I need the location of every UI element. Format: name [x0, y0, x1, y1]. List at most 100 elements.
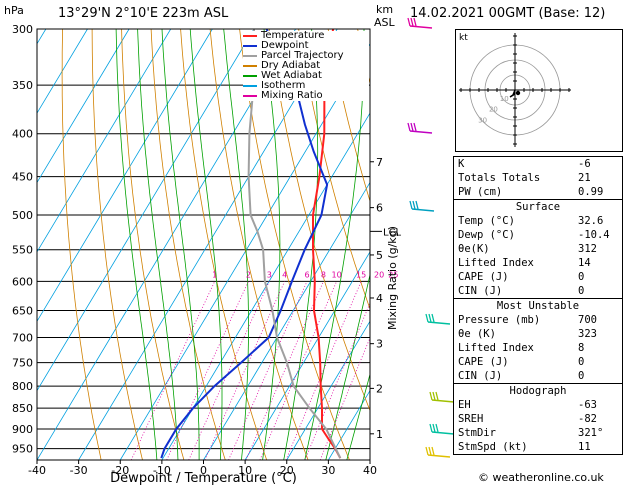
dry-adiabat-line — [150, 29, 226, 460]
most-unstable-key: Lifted Index — [458, 342, 534, 354]
mixing-ratio-label: 8 — [321, 270, 326, 279]
pressure-tick-label: 900 — [12, 423, 33, 436]
surface-key: Lifted Index — [458, 257, 534, 269]
km-tick-label: 1 — [376, 428, 383, 441]
temperature-tick-label: -40 — [28, 464, 46, 477]
most-unstable-key: Pressure (mb) — [458, 314, 541, 326]
pressure-tick-label: 850 — [12, 402, 33, 415]
mixing-ratio-label: 6 — [304, 270, 309, 279]
legend-swatch — [243, 85, 257, 87]
isotherm-line — [37, 29, 130, 184]
most-unstable-value: 0 — [578, 370, 585, 382]
most-unstable-value: 323 — [578, 328, 597, 340]
dry-adiabat-line — [623, 29, 629, 460]
most-unstable-title: Most Unstable — [454, 298, 622, 313]
mixing-ratio-label: 20 — [374, 270, 384, 279]
surface-value: 312 — [578, 243, 597, 255]
km-tick-label: 5 — [376, 249, 383, 262]
mixing-ratio-line — [304, 302, 370, 460]
most-unstable-row: Lifted Index 8 — [454, 341, 622, 355]
hodograph-params-title: Hodograph — [454, 383, 622, 398]
most-unstable-row: Pressure (mb) 700 — [454, 313, 622, 327]
legend-item: Temperature — [243, 31, 369, 41]
temperature-tick-label: 0 — [200, 464, 207, 477]
pressure-tick-label: 500 — [12, 209, 33, 222]
temperature-tick-label: -10 — [153, 464, 171, 477]
pressure-tick-label: 350 — [12, 79, 33, 92]
temperature-tick-label: 10 — [238, 464, 252, 477]
dry-adiabat-line — [239, 29, 350, 460]
pressure-tick-label: 650 — [12, 305, 33, 318]
dry-adiabat-line — [327, 29, 370, 203]
hodograph-param-value: -63 — [578, 399, 597, 411]
hodograph-param-row: StmSpd (kt) 11 — [454, 440, 622, 454]
legend-item: Wet Adiabat — [243, 71, 369, 81]
profile-parcel-trajectory — [247, 29, 342, 459]
mixing-ratio-label: 2 — [246, 270, 251, 279]
legend-item: Isotherm — [243, 81, 369, 91]
legend-label: Dry Adiabat — [261, 60, 321, 71]
hodograph-ring-label: 30 — [478, 116, 487, 124]
wet-adiabat-line — [223, 29, 249, 460]
legend-item: Dewpoint — [243, 41, 369, 51]
hodograph-param-key: StmDir — [458, 427, 496, 439]
km-tick-label: 3 — [376, 338, 383, 351]
most-unstable-key: CAPE (J) — [458, 356, 509, 368]
hodograph-param-row: EH -63 — [454, 398, 622, 412]
wet-adiabat-line — [137, 29, 179, 460]
legend-item: Dry Adiabat — [243, 61, 369, 71]
surface-title: Surface — [454, 199, 622, 214]
most-unstable-row: θe (K) 323 — [454, 327, 622, 341]
mixing-ratio-line — [285, 281, 362, 460]
mixing-ratio-label: 4 — [282, 270, 287, 279]
legend-label: Isotherm — [261, 80, 306, 91]
legend-swatch — [243, 95, 257, 97]
legend-swatch — [243, 55, 257, 57]
hodograph-trace — [509, 89, 516, 98]
index-value: -6 — [578, 158, 591, 170]
legend-label: Wet Adiabat — [261, 70, 322, 81]
most-unstable-row: CIN (J) 0 — [454, 369, 622, 383]
dry-adiabat-line — [61, 29, 102, 460]
isotherm-line — [37, 29, 88, 114]
temperature-tick-label: 40 — [363, 464, 377, 477]
temperature-tick-label: -20 — [111, 464, 129, 477]
wind-barb-icon — [425, 313, 451, 325]
surface-value: 32.6 — [578, 215, 604, 227]
mixing-ratio-line — [319, 336, 370, 460]
mixing-ratio-label: 15 — [356, 270, 366, 279]
km-tick-label: 6 — [376, 202, 383, 215]
indices-table: K -6 Totals Totals 21 PW (cm) 0.99 Surface Te… — [453, 156, 623, 455]
surface-row: CAPE (J) 0 — [454, 270, 622, 284]
legend-label: Mixing Ratio — [261, 90, 323, 101]
lcl-label: LCL — [383, 227, 402, 238]
dry-adiabat-line — [180, 29, 268, 460]
pressure-tick-label: 400 — [12, 128, 33, 141]
dry-adiabat-line — [91, 29, 143, 460]
wind-barb-icon — [407, 122, 433, 134]
hodograph-param-value: 11 — [578, 441, 591, 453]
legend-label: Temperature — [261, 30, 325, 41]
surface-key: CAPE (J) — [458, 271, 509, 283]
wet-adiabat-line — [115, 29, 158, 460]
hodograph-param-value: -82 — [578, 413, 597, 425]
legend-label: Dewpoint — [261, 40, 309, 51]
most-unstable-row: CAPE (J) 0 — [454, 355, 622, 369]
wind-barb-icon — [409, 200, 435, 212]
hodograph-unit-label: kt — [459, 33, 468, 43]
pressure-tick-label: 600 — [12, 275, 33, 288]
wet-adiabat-line — [283, 29, 319, 460]
legend: Temperature Dewpoint Parcel Trajectory Dry … — [243, 31, 369, 101]
index-value: 0.99 — [578, 186, 604, 198]
legend-item: Parcel Trajectory — [243, 51, 369, 61]
hodograph-param-key: SREH — [458, 413, 484, 425]
header-datetime: 14.02.2021 00GMT (Base: 12) — [410, 6, 606, 21]
index-value: 21 — [578, 172, 591, 184]
mixing-ratio-label: 3 — [267, 270, 272, 279]
wet-adiabat-line — [262, 29, 281, 460]
surface-key: Dewp (°C) — [458, 229, 515, 241]
surface-row: Dewp (°C) -10.4 — [454, 228, 622, 242]
most-unstable-key: CIN (J) — [458, 370, 503, 382]
isotherm-line — [244, 251, 370, 460]
